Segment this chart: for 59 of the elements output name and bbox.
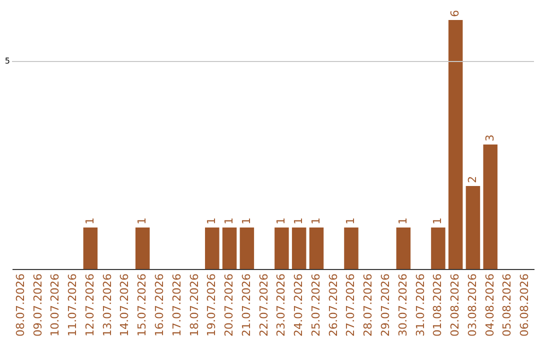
bar xyxy=(483,144,498,269)
bar xyxy=(344,228,358,269)
ref-line-label: 5 xyxy=(4,56,10,66)
x-tick-label: 25.07.2026 xyxy=(309,274,322,336)
x-tick-label: 09.07.2026 xyxy=(31,274,44,336)
x-tick-label: 11.07.2026 xyxy=(66,274,80,336)
bar xyxy=(431,228,446,269)
x-tick-label: 12.07.2026 xyxy=(83,274,96,336)
data-label: 1 xyxy=(240,218,253,224)
bar xyxy=(83,228,98,269)
bar xyxy=(205,228,220,269)
x-tick-label: 30.07.2026 xyxy=(396,274,410,336)
x-tick-label: 19.07.2026 xyxy=(205,274,218,336)
x-tick-label: 03.08.2026 xyxy=(466,274,479,336)
bar xyxy=(292,228,306,269)
x-tick-label: 14.07.2026 xyxy=(118,274,132,336)
data-label: 2 xyxy=(466,176,479,183)
bar xyxy=(240,228,254,269)
bar xyxy=(222,228,237,269)
x-tick-label: 16.07.2026 xyxy=(152,274,166,336)
x-tick-label: 13.07.2026 xyxy=(100,274,114,336)
data-label: 3 xyxy=(483,134,496,142)
x-tick-label: 28.07.2026 xyxy=(362,274,375,336)
data-label: 1 xyxy=(431,218,444,224)
data-label: 6 xyxy=(448,10,462,17)
x-tick-label: 05.08.2026 xyxy=(500,274,514,336)
x-tick-label: 02.08.2026 xyxy=(448,274,462,336)
x-tick-label: 10.07.2026 xyxy=(48,274,62,336)
data-label: 1 xyxy=(222,218,236,224)
x-tick-label: 08.07.2026 xyxy=(14,274,27,336)
data-label: 1 xyxy=(396,218,410,224)
bar xyxy=(309,228,324,269)
data-label: 1 xyxy=(83,218,96,224)
bar xyxy=(135,228,150,269)
x-tick-label: 27.07.2026 xyxy=(344,274,358,336)
x-tick-label: 31.07.2026 xyxy=(414,274,427,336)
data-label: 1 xyxy=(136,218,149,224)
x-tick-label: 04.08.2026 xyxy=(483,274,496,336)
x-tick-label: 06.08.2026 xyxy=(518,274,532,336)
x-tick-label: 22.07.2026 xyxy=(257,274,270,336)
bar xyxy=(448,20,463,269)
data-label: 1 xyxy=(274,218,288,224)
x-tick-label: 24.07.2026 xyxy=(292,274,306,336)
x-tick-label: 26.07.2026 xyxy=(326,274,340,336)
x-tick-label: 21.07.2026 xyxy=(240,274,253,336)
data-label: 1 xyxy=(344,218,358,224)
x-tick-label: 20.07.2026 xyxy=(222,274,236,336)
bar xyxy=(274,228,289,269)
data-label: 1 xyxy=(205,218,218,224)
bar xyxy=(396,228,411,269)
bar xyxy=(466,186,480,269)
x-tick-label: 17.07.2026 xyxy=(170,274,184,336)
x-tick-label: 15.07.2026 xyxy=(136,274,149,336)
x-tick-label: 29.07.2026 xyxy=(379,274,392,336)
x-tick-label: 23.07.2026 xyxy=(274,274,288,336)
data-label: 1 xyxy=(292,218,306,224)
x-tick-label: 18.07.2026 xyxy=(188,274,201,336)
x-tick-label: 01.08.2026 xyxy=(431,274,444,336)
data-label: 1 xyxy=(309,218,322,224)
